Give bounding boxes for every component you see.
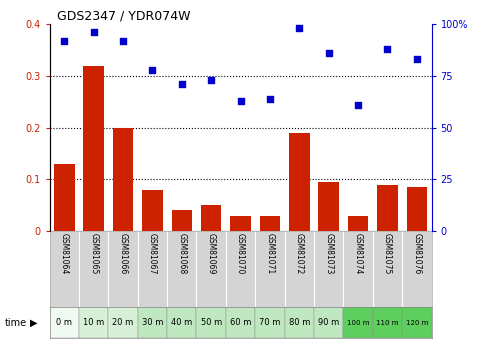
Text: 120 m: 120 m	[406, 319, 428, 326]
Point	[119, 38, 127, 43]
Text: 50 m: 50 m	[200, 318, 222, 327]
Bar	[201, 205, 221, 231]
Text: 0 m: 0 m	[56, 318, 72, 327]
Point	[90, 30, 98, 35]
Bar	[348, 216, 369, 231]
Bar	[196, 307, 226, 338]
Text: GSM81069: GSM81069	[207, 234, 216, 275]
Text: GSM81076: GSM81076	[412, 234, 421, 275]
Text: 20 m: 20 m	[113, 318, 133, 327]
Bar	[50, 307, 79, 338]
Bar	[113, 128, 133, 231]
Text: GSM81067: GSM81067	[148, 234, 157, 275]
Bar	[377, 185, 398, 231]
Text: GSM81065: GSM81065	[89, 234, 98, 275]
Bar	[289, 133, 310, 231]
Text: 40 m: 40 m	[171, 318, 192, 327]
Bar	[138, 307, 167, 338]
Text: GSM81066: GSM81066	[119, 234, 127, 275]
Text: 100 m: 100 m	[347, 319, 370, 326]
Text: GSM81068: GSM81068	[177, 234, 186, 275]
Text: GSM81075: GSM81075	[383, 234, 392, 275]
Text: GSM81071: GSM81071	[265, 234, 274, 275]
Bar	[226, 307, 255, 338]
Point	[413, 57, 421, 62]
Bar	[402, 307, 432, 338]
Bar	[79, 307, 108, 338]
Bar	[285, 307, 314, 338]
Text: time: time	[5, 318, 27, 327]
Point	[237, 98, 245, 104]
Point	[266, 96, 274, 101]
Bar	[83, 66, 104, 231]
Bar	[255, 307, 285, 338]
Point	[61, 38, 68, 43]
Point	[354, 102, 362, 108]
Point	[207, 77, 215, 83]
Bar	[318, 182, 339, 231]
Bar	[142, 190, 163, 231]
Bar	[167, 307, 196, 338]
Point	[383, 46, 391, 52]
Bar	[259, 216, 280, 231]
Text: 70 m: 70 m	[259, 318, 281, 327]
Text: 80 m: 80 m	[289, 318, 310, 327]
Text: 10 m: 10 m	[83, 318, 104, 327]
Bar	[314, 307, 343, 338]
Text: GSM81064: GSM81064	[60, 234, 69, 275]
Bar	[108, 307, 138, 338]
Text: ▶: ▶	[30, 318, 37, 327]
Text: GSM81074: GSM81074	[354, 234, 363, 275]
Text: 30 m: 30 m	[142, 318, 163, 327]
Bar	[373, 307, 402, 338]
Bar	[54, 164, 74, 231]
Text: 90 m: 90 m	[318, 318, 339, 327]
Text: GDS2347 / YDR074W: GDS2347 / YDR074W	[57, 10, 191, 23]
Point	[295, 26, 303, 31]
Bar	[407, 187, 427, 231]
Point	[178, 81, 186, 87]
Bar	[172, 210, 192, 231]
Bar	[230, 216, 251, 231]
Point	[148, 67, 156, 72]
Text: GSM81073: GSM81073	[324, 234, 333, 275]
Text: 110 m: 110 m	[376, 319, 399, 326]
Text: 60 m: 60 m	[230, 318, 251, 327]
Text: GSM81070: GSM81070	[236, 234, 245, 275]
Text: GSM81072: GSM81072	[295, 234, 304, 275]
Bar	[343, 307, 373, 338]
Point	[325, 50, 333, 56]
